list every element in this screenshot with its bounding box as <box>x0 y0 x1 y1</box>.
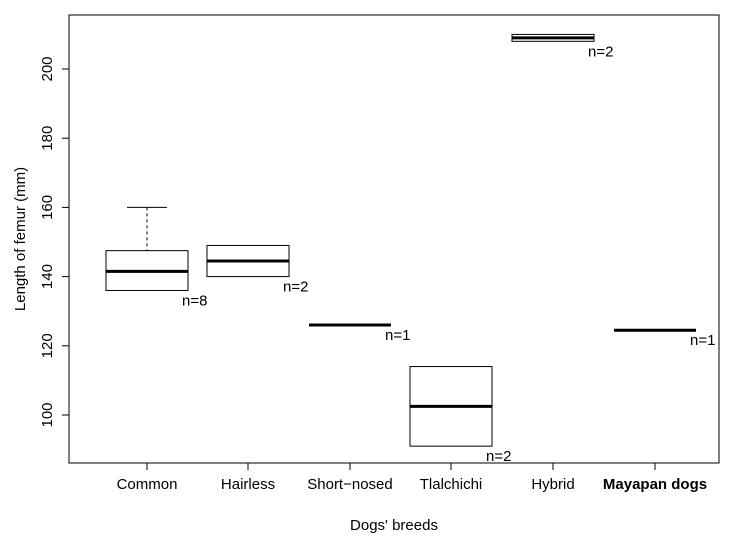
plot-frame <box>68 14 720 464</box>
x-tick-label: Hybrid <box>531 476 574 493</box>
x-tick-label: Hairless <box>221 476 275 493</box>
n-label: n=2 <box>486 448 511 465</box>
box-3: n=2 <box>409 366 511 465</box>
y-tick-label: 200 <box>39 56 56 81</box>
x-axis: Common Hairless Short−nosed Tlalchichi Hybri… <box>117 462 707 493</box>
y-tick-label: 160 <box>39 195 56 220</box>
x-axis-title: Dogs' breeds <box>350 517 438 534</box>
x-tick-label: Common <box>117 476 178 493</box>
n-label: n=2 <box>588 43 613 60</box>
box-2: n=1 <box>309 323 410 344</box>
n-label: n=8 <box>182 292 207 309</box>
box-4: n=2 <box>511 33 613 60</box>
y-tick-label: 140 <box>39 264 56 289</box>
box-1: n=2 <box>206 244 308 296</box>
n-label: n=2 <box>283 279 308 296</box>
y-tick-label: 100 <box>39 402 56 427</box>
x-tick-label: Mayapan dogs <box>603 476 707 493</box>
n-label: n=1 <box>690 332 715 349</box>
n-label: n=1 <box>385 327 410 344</box>
x-tick-label: Short−nosed <box>307 476 392 493</box>
y-tick-label: 180 <box>39 126 56 151</box>
box-series: n=8 n=2 n=1 n=2 n=2 n=1 <box>105 33 715 465</box>
y-axis: 100 120 140 160 180 200 <box>39 56 70 428</box>
y-axis-title: Length of femur (mm) <box>12 167 29 311</box>
x-tick-label: Tlalchichi <box>420 476 483 493</box>
y-tick-label: 120 <box>39 333 56 358</box>
box-0: n=8 <box>105 206 207 309</box>
box-5: n=1 <box>614 328 715 349</box>
